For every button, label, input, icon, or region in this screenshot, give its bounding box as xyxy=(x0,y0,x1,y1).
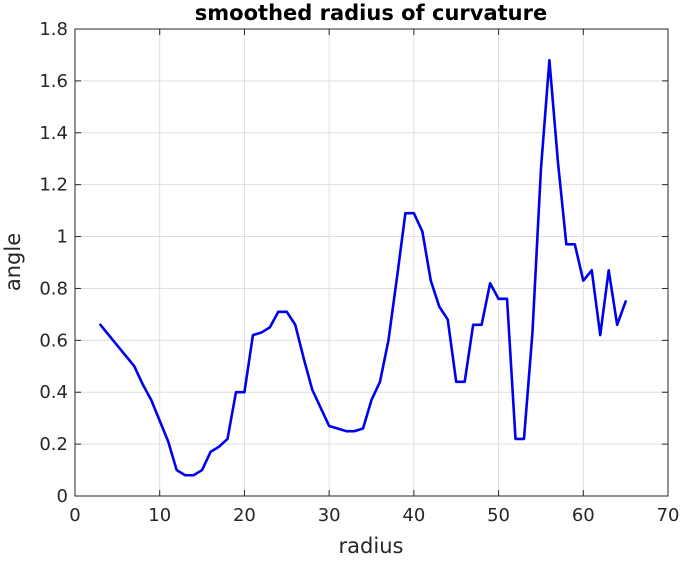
y-tick-label: 0 xyxy=(57,486,68,507)
y-tick-label: 1.6 xyxy=(39,71,68,92)
y-tick-label: 1.8 xyxy=(39,19,68,40)
x-tick-label: 0 xyxy=(69,505,80,526)
series xyxy=(99,58,627,477)
series-line xyxy=(99,58,627,477)
x-axis-label: radius xyxy=(339,534,404,557)
y-axis-label: angle xyxy=(1,233,25,291)
axis-ticks: 0 10 20 30 40 50 60 70 0 0.2 0.4 0.6 0.8 1 1.2 1.4 1.6 1.… xyxy=(39,19,679,526)
y-tick-label: 1.2 xyxy=(39,175,68,196)
x-tick-label: 10 xyxy=(148,505,171,526)
y-tick-label: 1 xyxy=(57,227,68,248)
plot-frame xyxy=(74,28,669,497)
x-tick-label: 30 xyxy=(318,505,341,526)
x-tick-label: 60 xyxy=(572,505,595,526)
y-tick-label: 0.2 xyxy=(39,434,68,455)
plot-background xyxy=(75,29,668,496)
y-tick-label: 0.6 xyxy=(39,330,68,351)
x-tick-label: 40 xyxy=(402,505,425,526)
x-tick-label: 20 xyxy=(233,505,256,526)
y-tick-label: 0.4 xyxy=(39,382,68,403)
y-tick-label: 0.8 xyxy=(39,278,68,299)
chart-title: smoothed radius of curvature xyxy=(195,1,547,25)
x-tick-label: 50 xyxy=(487,505,510,526)
y-tick-label: 1.4 xyxy=(39,123,68,144)
x-tick-label: 70 xyxy=(657,505,680,526)
